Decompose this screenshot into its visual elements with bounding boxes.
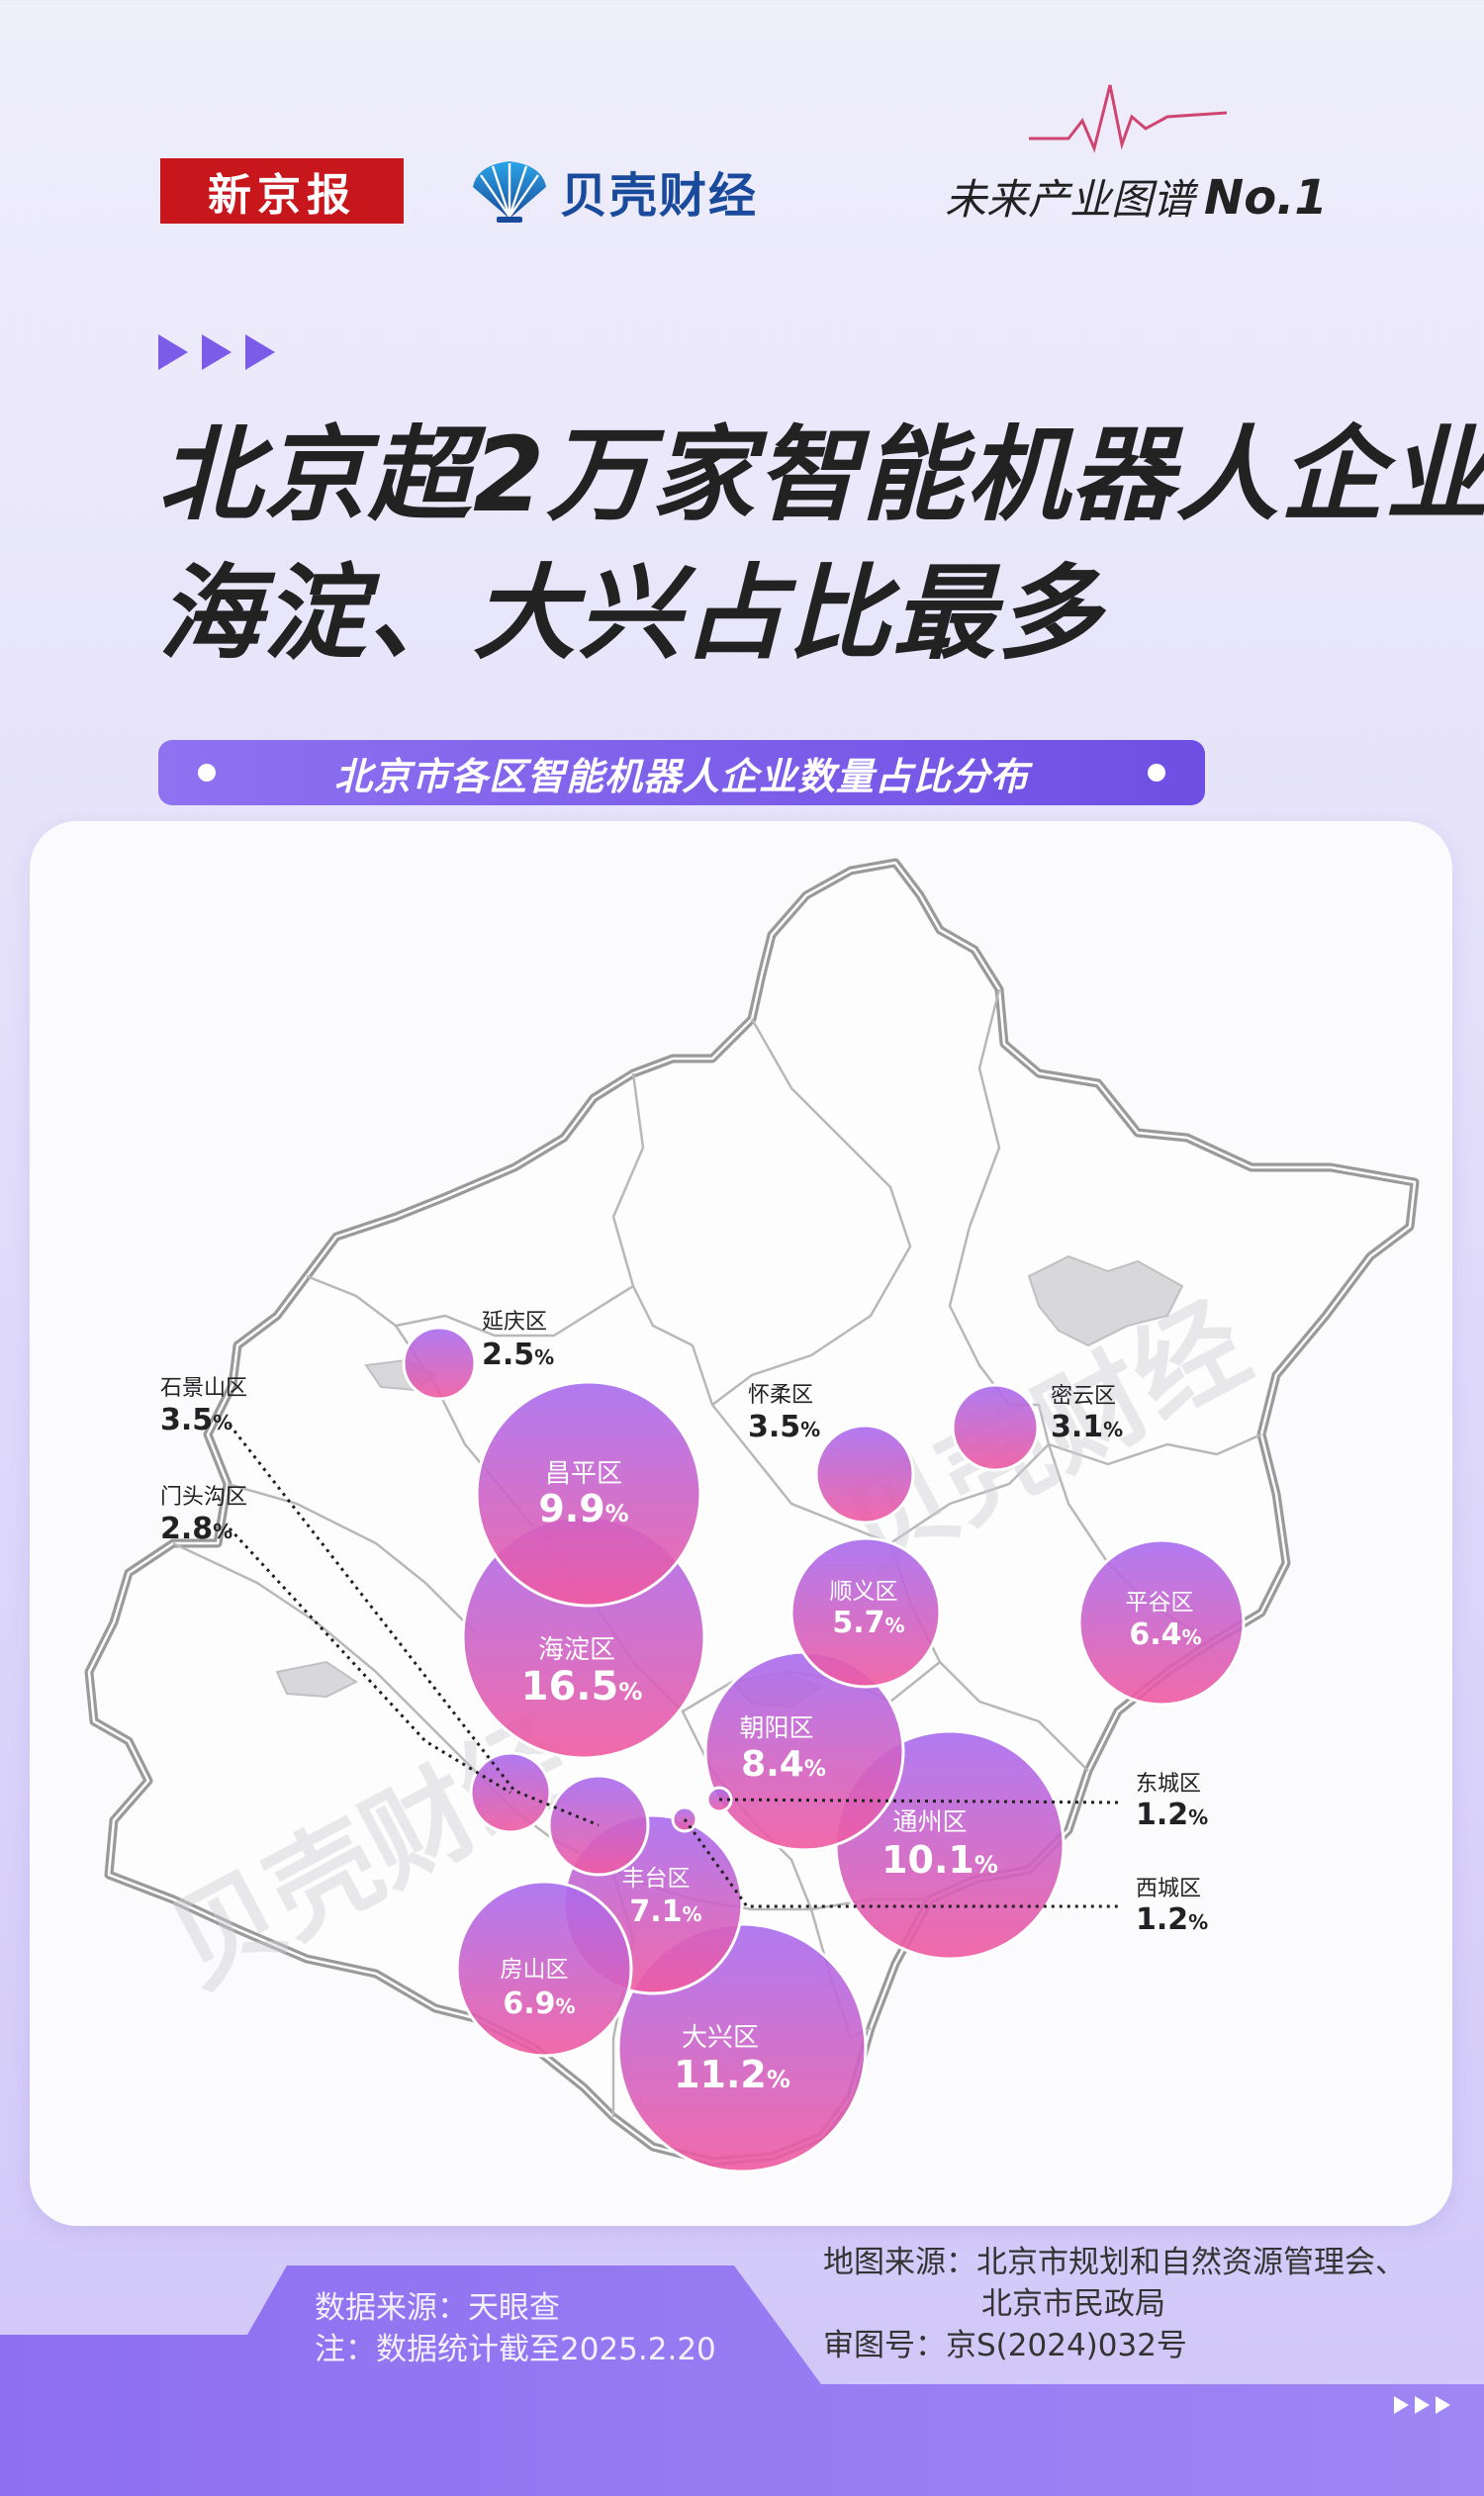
series-number: No.1 (1204, 170, 1328, 226)
data-note-text: 注：数据统计截至2025.2.20 (315, 2332, 716, 2367)
label-dongcheng-value: 1.2% (1136, 1798, 1208, 1832)
label-fangshan-name: 房山区 (501, 1957, 569, 1983)
decorative-arrows (158, 334, 275, 370)
beike-caijing-logo: 贝壳财经 (467, 156, 758, 226)
label-yanqing-value: 2.5% (482, 1338, 554, 1372)
label-haidian-name: 海淀区 (538, 1635, 615, 1665)
label-mentougou-value: 2.8% (160, 1512, 232, 1546)
series-title-text: 未来产业图谱 (945, 175, 1195, 224)
map-approval-text: 审图号：京S(2024)032号 (823, 2328, 1187, 2363)
beike-caijing-name: 贝壳财经 (560, 168, 759, 224)
label-shijingshan-value: 3.5% (160, 1403, 232, 1437)
label-daxing-value: 11.2% (674, 2053, 790, 2096)
label-dongcheng-name: 东城区 (1136, 1772, 1201, 1797)
label-tongzhou-name: 通州区 (892, 1807, 967, 1836)
bubble-labels: 昌平区 9.9% 海淀区 16.5% 顺义区 5.7% 平谷区 6.4% 朝阳区… (501, 1459, 1202, 2096)
dot-icon (1148, 764, 1165, 782)
label-xicheng-name: 西城区 (1136, 1877, 1201, 1901)
label-mentougou-name: 门头沟区 (160, 1485, 247, 1510)
data-source-block: 数据来源：天眼查 注：数据统计截至2025.2.20 (315, 2287, 716, 2370)
map-card: 贝壳财经 贝壳财经 (30, 821, 1452, 2226)
xinjingbao-logo: 新京报 (160, 158, 404, 224)
bubble-shunyi (789, 1536, 942, 1689)
arrow-icon (1394, 2396, 1409, 2414)
label-xicheng-value: 1.2% (1136, 1902, 1208, 1937)
subtitle-bar: 北京市各区智能机器人企业数量占比分布 (158, 740, 1205, 805)
subtitle-text: 北京市各区智能机器人企业数量占比分布 (333, 754, 1029, 798)
data-source-text: 数据来源：天眼查 (315, 2290, 560, 2326)
label-haidian-value: 16.5% (521, 1664, 643, 1710)
arrow-icon (245, 334, 275, 370)
label-shunyi-name: 顺义区 (830, 1579, 898, 1605)
map-source-block: 地图来源：北京市规划和自然资源管理会、 北京市民政局 审图号：京S(2024)0… (823, 2242, 1406, 2366)
arrow-icon (1415, 2396, 1430, 2414)
bubble-yanqing (402, 1326, 477, 1401)
label-huairou-value: 3.5% (748, 1410, 820, 1444)
label-miyun-value: 3.1% (1051, 1410, 1123, 1444)
series-title: 未来产业图谱 No.1 (945, 166, 1328, 227)
leader-lines (228, 1424, 1119, 1908)
label-tongzhou-value: 10.1% (881, 1838, 998, 1882)
dot-icon (198, 764, 216, 782)
label-fangshan-value: 6.9% (503, 1987, 575, 2021)
label-fengtai-value: 7.1% (629, 1895, 701, 1929)
label-fengtai-name: 丰台区 (622, 1866, 691, 1892)
bubble-changping (475, 1380, 702, 1608)
district-bubbles (402, 1326, 1246, 2173)
bubble-pinggu (1077, 1538, 1246, 1707)
label-pinggu-name: 平谷区 (1126, 1590, 1194, 1616)
header: 新京报 贝壳财经 未来产业图谱 No.1 (0, 0, 1484, 257)
bubble-miyun (951, 1383, 1040, 1472)
label-daxing-name: 大兴区 (682, 2023, 759, 2053)
label-chaoyang-value: 8.4% (741, 1744, 826, 1785)
pulse-line-icon (1029, 84, 1227, 153)
headline: 北京超2万家智能机器人企业 海淀、大兴占比最多 (158, 406, 1484, 683)
label-shijingshan-name: 石景山区 (160, 1376, 247, 1401)
label-huairou-name: 怀柔区 (748, 1383, 813, 1408)
arrow-icon (158, 334, 188, 370)
bubble-fangshan (455, 1880, 633, 2058)
beijing-district-map: 贝壳财经 贝壳财经 (84, 858, 1420, 2173)
shell-icon (473, 161, 546, 223)
footer-band (0, 2265, 1484, 2496)
arrow-icon (1436, 2396, 1450, 2414)
map-source-line-2: 北京市民政局 (981, 2286, 1165, 2322)
label-pinggu-value: 6.4% (1129, 1618, 1201, 1652)
bubble-huairou (814, 1424, 915, 1525)
label-changping-value: 9.9% (538, 1487, 628, 1530)
external-labels: 延庆区 2.5% 石景山区 3.5% 门头沟区 2.8% 怀柔区 3.5% 密云… (160, 1310, 1208, 1937)
label-yanqing-name: 延庆区 (482, 1310, 547, 1335)
headline-line-2: 海淀、大兴占比最多 (158, 553, 1103, 674)
corner-arrows (1394, 2396, 1450, 2414)
headline-line-1: 北京超2万家智能机器人企业 (158, 415, 1484, 535)
label-changping-name: 昌平区 (545, 1459, 622, 1489)
arrow-icon (202, 334, 232, 370)
map-source-line-1: 地图来源：北京市规划和自然资源管理会、 (823, 2245, 1406, 2280)
label-miyun-name: 密云区 (1051, 1384, 1116, 1409)
label-chaoyang-name: 朝阳区 (739, 1713, 813, 1742)
label-shunyi-value: 5.7% (832, 1606, 904, 1640)
